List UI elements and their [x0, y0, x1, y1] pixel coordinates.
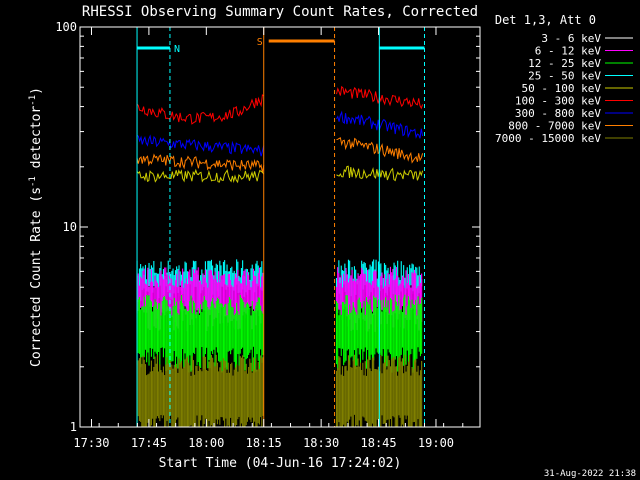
- legend-label: 300 - 800 keV: [515, 107, 601, 120]
- y-axis-label-end: ): [29, 87, 44, 95]
- legend-label: 25 - 50 keV: [528, 70, 601, 83]
- legend-header: Det 1,3, Att 0: [495, 13, 596, 27]
- footer-date: 31-Aug-2022 21:38: [544, 469, 636, 479]
- legend-label: 12 - 25 keV: [528, 57, 601, 70]
- y-axis-label-sup2: -1: [28, 95, 38, 106]
- x-tick-label: 17:45: [131, 436, 167, 450]
- x-axis-label: Start Time (04-Jun-16 17:24:02): [159, 456, 402, 471]
- chart-title: RHESSI Observing Summary Count Rates, Co…: [82, 4, 478, 20]
- series-band-2: [136, 294, 423, 373]
- x-tick-label: 18:45: [361, 436, 397, 450]
- legend-label: 7000 - 15000 keV: [495, 132, 601, 145]
- legend-label: 100 - 300 keV: [515, 95, 601, 108]
- legend-label: 800 - 7000 keV: [508, 120, 601, 133]
- legend-label: 3 - 6 keV: [541, 32, 601, 45]
- x-tick-label: 17:30: [73, 436, 109, 450]
- y-axis-label-mid: detector: [29, 106, 44, 177]
- y-tick-label: 100: [55, 20, 77, 34]
- x-tick-label: 19:00: [418, 436, 454, 450]
- y-tick-label: 1: [70, 420, 77, 434]
- plot-area: NS: [136, 27, 425, 427]
- legend-label: 50 - 100 keV: [522, 82, 602, 95]
- series-line-segment: [136, 168, 265, 184]
- x-tick-label: 18:15: [246, 436, 282, 450]
- x-tick-label: 18:00: [188, 436, 224, 450]
- annotation-label: N: [174, 44, 180, 55]
- y-axis-label-main: Corrected Count Rate (s: [29, 187, 44, 367]
- x-axis: 17:30 17:45 18:00 18:15 18:30 18:45 19:00: [73, 27, 464, 450]
- x-tick-label: 18:30: [303, 436, 339, 450]
- series-band-3: [136, 354, 423, 427]
- y-axis-label-sup1: -1: [28, 176, 38, 187]
- series-line-segment: [136, 134, 265, 157]
- y-axis-label: Corrected Count Rate (s-1 detector-1): [28, 87, 44, 367]
- annotation-label: S: [257, 37, 263, 48]
- series-line-segment: [136, 153, 265, 173]
- y-axis: 1 10 100: [55, 20, 480, 434]
- legend-label: 6 - 12 keV: [535, 45, 602, 58]
- series-line-segment: [136, 94, 264, 125]
- y-tick-label: 10: [63, 220, 77, 234]
